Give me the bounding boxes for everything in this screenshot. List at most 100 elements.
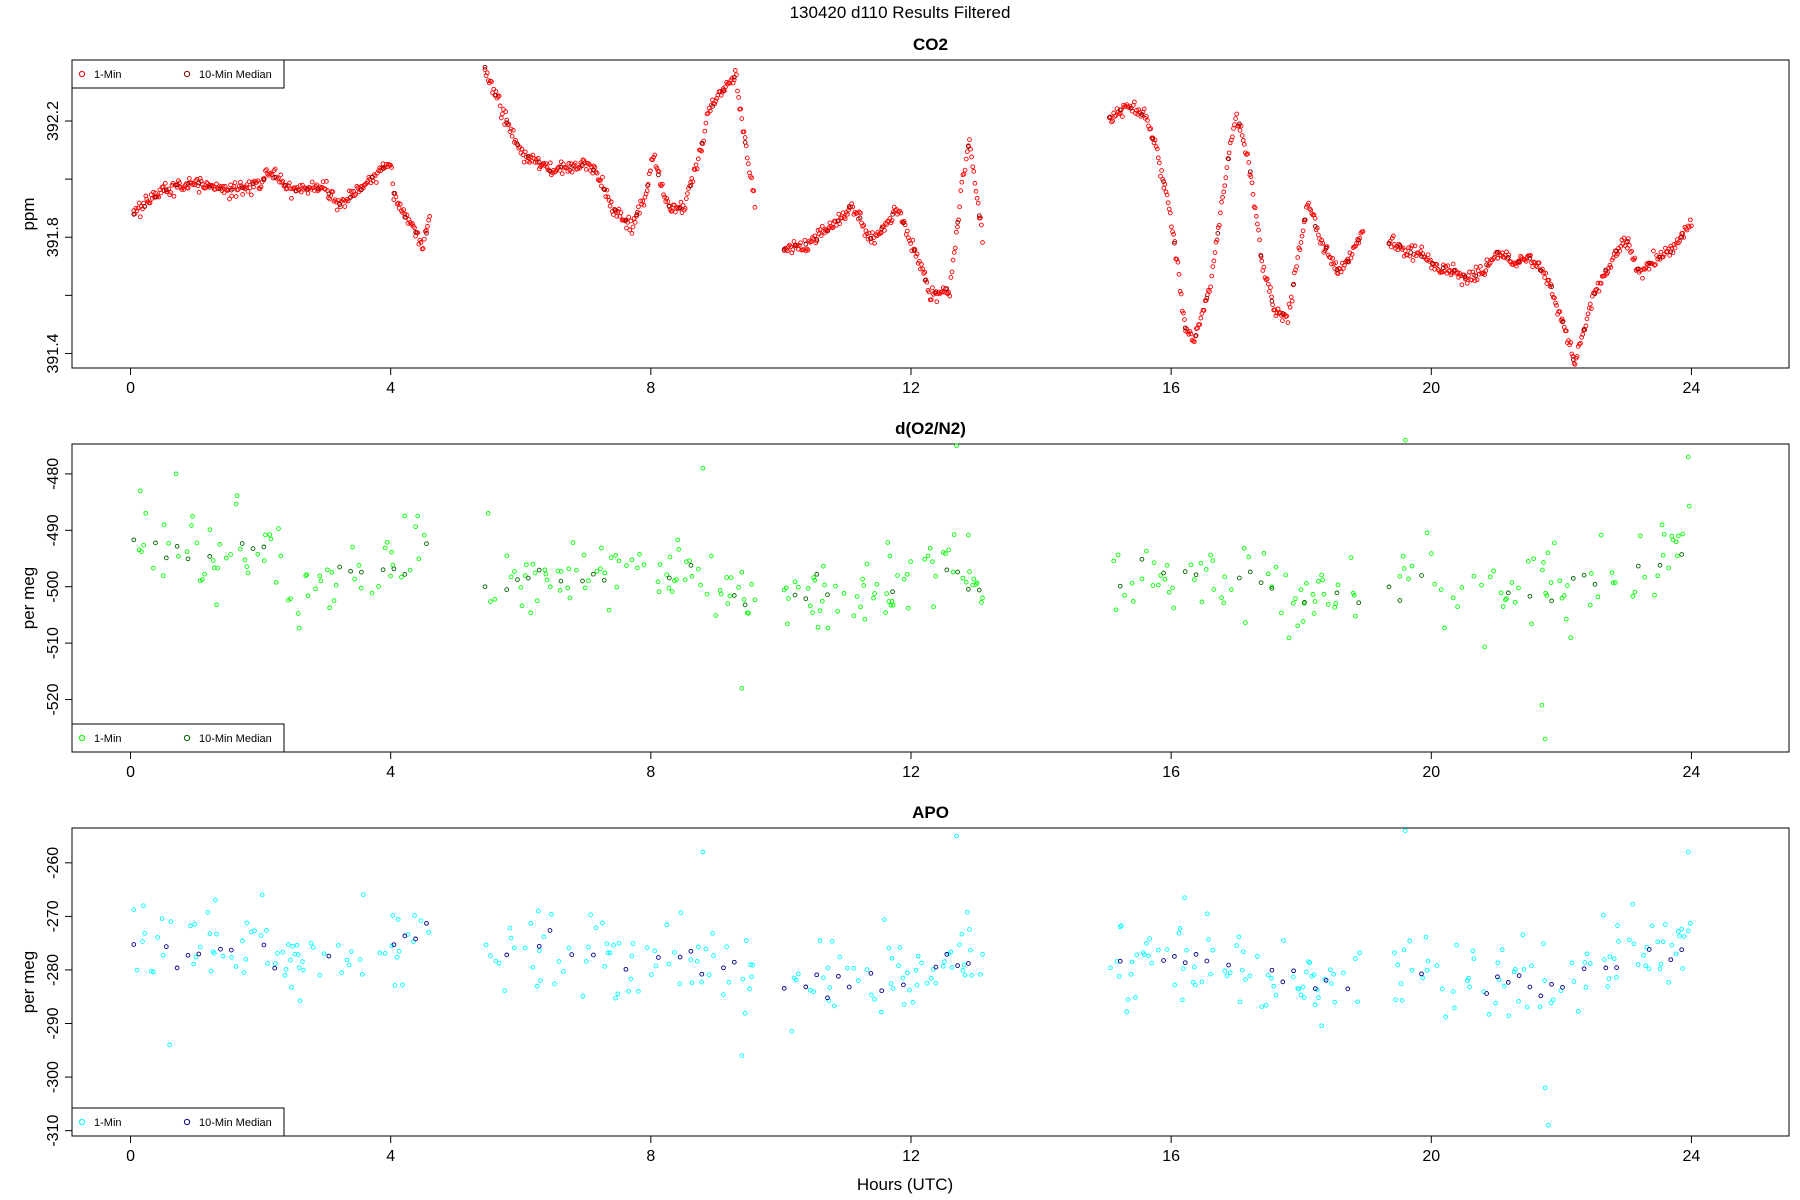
data-point <box>978 972 983 977</box>
data-point <box>1206 288 1211 293</box>
median-point <box>1182 960 1188 966</box>
median-point <box>1570 576 1576 581</box>
median-point <box>1172 954 1177 959</box>
data-point <box>1211 587 1217 592</box>
data-point <box>217 542 223 547</box>
data-points <box>131 437 1692 742</box>
median-point <box>239 541 245 546</box>
median-point <box>515 142 520 147</box>
data-point <box>949 964 955 970</box>
data-point <box>1154 146 1160 152</box>
data-point <box>427 214 433 219</box>
data-point <box>1280 318 1285 323</box>
data-point <box>1234 111 1240 117</box>
median-point <box>612 207 618 213</box>
median-point <box>1107 115 1112 120</box>
data-point <box>1567 342 1572 348</box>
data-point <box>1544 593 1550 598</box>
data-point <box>148 192 154 197</box>
data-point <box>294 942 300 948</box>
data-point <box>1144 941 1149 946</box>
data-point <box>418 918 424 924</box>
data-point <box>1459 585 1465 590</box>
median-point <box>1679 552 1685 557</box>
median-point <box>792 592 798 598</box>
data-point <box>1133 995 1138 1000</box>
data-point <box>959 931 965 937</box>
data-point <box>861 583 867 588</box>
data-point <box>268 536 274 542</box>
data-point <box>396 948 402 954</box>
data-point <box>397 201 403 207</box>
data-point <box>889 955 895 961</box>
data-point <box>608 199 614 205</box>
y-tick-label: -300 <box>45 1061 62 1093</box>
data-point <box>927 545 933 551</box>
data-point <box>248 192 254 198</box>
data-point <box>967 569 972 574</box>
data-point <box>644 188 650 194</box>
chart-panel-2: d(O2/N2) 0 4 8 12 16 20 24 -520 -510 -500 -490 -480 p… <box>19 419 1790 781</box>
data-point <box>1423 256 1429 262</box>
data-point <box>916 258 922 264</box>
data-point <box>884 591 889 596</box>
legend-label: 10-Min Median <box>199 1117 272 1129</box>
x-tick-label: 12 <box>902 764 920 781</box>
data-point <box>363 182 368 187</box>
data-point <box>819 223 825 229</box>
data-point <box>752 597 758 603</box>
data-point <box>290 943 295 949</box>
data-point <box>910 237 916 243</box>
data-point <box>807 603 813 609</box>
data-point <box>1222 574 1228 580</box>
data-point <box>1198 315 1204 321</box>
y-tick-label: -290 <box>45 1007 62 1039</box>
data-point <box>928 297 934 302</box>
data-point <box>351 189 356 194</box>
data-point <box>195 183 201 189</box>
median-point <box>1451 267 1457 273</box>
median-point <box>1172 240 1177 246</box>
data-point <box>1259 258 1265 264</box>
data-point <box>1666 980 1671 985</box>
data-point <box>1113 607 1119 613</box>
data-point <box>960 575 966 581</box>
data-point <box>1516 585 1521 591</box>
data-point <box>538 978 543 983</box>
data-point <box>207 527 213 533</box>
median-point <box>207 184 213 190</box>
median-point <box>1614 248 1619 254</box>
data-point <box>1565 583 1570 588</box>
median-point <box>781 247 787 252</box>
data-point <box>1493 1000 1498 1006</box>
data-point <box>325 567 330 573</box>
data-point <box>1353 956 1358 961</box>
data-point <box>1175 259 1181 265</box>
median-point <box>944 286 950 291</box>
legend-box <box>71 723 285 753</box>
data-point <box>1222 183 1228 189</box>
data-point <box>1265 972 1271 978</box>
data-point <box>710 930 715 936</box>
data-point <box>648 168 653 174</box>
data-point <box>1630 901 1636 907</box>
data-point <box>190 513 195 519</box>
data-point <box>1467 984 1472 990</box>
data-point <box>654 165 660 171</box>
data-point <box>1155 947 1161 953</box>
data-point <box>1609 570 1615 576</box>
median-point <box>699 140 705 146</box>
median-point <box>1280 979 1286 985</box>
data-point <box>790 247 796 252</box>
data-point <box>1660 552 1666 558</box>
data-point <box>508 935 514 941</box>
y-tick-label: -500 <box>45 571 62 603</box>
median-point <box>666 204 672 209</box>
data-point <box>415 230 421 236</box>
data-point <box>530 562 536 567</box>
median-point <box>536 159 542 165</box>
data-point <box>1498 590 1504 596</box>
data-point <box>1219 199 1224 205</box>
data-point <box>315 188 320 194</box>
data-point <box>964 149 970 154</box>
